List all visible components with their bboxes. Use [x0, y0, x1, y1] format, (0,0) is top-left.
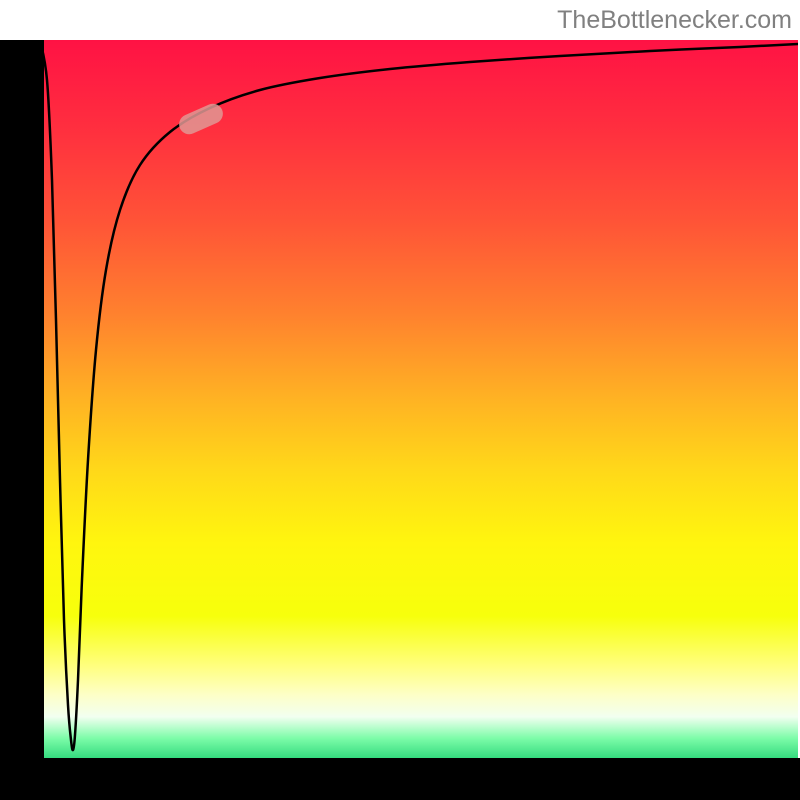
attribution-text: TheBottlenecker.com — [557, 6, 792, 35]
plot-area — [40, 40, 798, 760]
y-axis-bar — [0, 40, 44, 760]
bottleneck-curve — [40, 40, 798, 760]
x-axis-bar — [0, 758, 800, 800]
chart-container: TheBottlenecker.com — [0, 0, 800, 800]
